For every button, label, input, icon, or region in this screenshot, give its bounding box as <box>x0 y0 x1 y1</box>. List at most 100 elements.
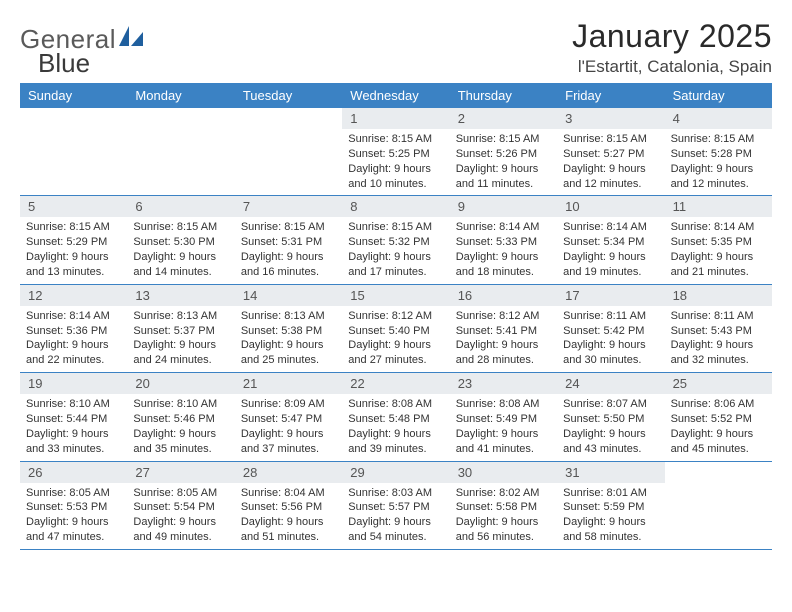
day-number: 30 <box>450 462 557 483</box>
day-cell: 31Sunrise: 8:01 AMSunset: 5:59 PMDayligh… <box>557 462 664 550</box>
daylight-text: Daylight: 9 hours and 10 minutes. <box>348 162 443 192</box>
sunset-text: Sunset: 5:37 PM <box>133 324 228 339</box>
day-number: 7 <box>235 196 342 217</box>
sunrise-text: Sunrise: 8:14 AM <box>26 309 121 324</box>
day-number: 27 <box>127 462 234 483</box>
daylight-text: Daylight: 9 hours and 14 minutes. <box>133 250 228 280</box>
sunset-text: Sunset: 5:25 PM <box>348 147 443 162</box>
day-header-saturday: Saturday <box>665 83 772 108</box>
day-number: 24 <box>557 373 664 394</box>
day-cell: 29 Sunrise: 8:03 AMSunset: 5:57 PMDayligh… <box>342 462 449 550</box>
day-number: 31 <box>557 462 664 483</box>
sunset-text: Sunset: 5:49 PM <box>456 412 551 427</box>
sunrise-text: Sunrise: 8:08 AM <box>456 397 551 412</box>
sunset-text: Sunset: 5:54 PM <box>133 500 228 515</box>
day-body: Sunrise: 8:09 AMSunset: 5:47 PMDaylight:… <box>235 394 342 460</box>
day-body: Sunrise: 8:14 AMSunset: 5:34 PMDaylight:… <box>557 217 664 283</box>
day-number: 11 <box>665 196 772 217</box>
day-number: 2 <box>450 108 557 129</box>
day-body: Sunrise: 8:11 AMSunset: 5:42 PMDaylight:… <box>557 306 664 372</box>
sunrise-text: Sunrise: 8:12 AM <box>456 309 551 324</box>
day-number: 9 <box>450 196 557 217</box>
sunrise-text: Sunrise: 8:15 AM <box>26 220 121 235</box>
day-number: 18 <box>665 285 772 306</box>
daylight-text: Daylight: 9 hours and 58 minutes. <box>563 515 658 545</box>
day-number: 15 <box>342 285 449 306</box>
sunset-text: Sunset: 5:28 PM <box>671 147 766 162</box>
sunset-text: Sunset: 5:43 PM <box>671 324 766 339</box>
day-body: Sunrise: 8:14 AMSunset: 5:35 PMDaylight:… <box>665 217 772 283</box>
day-cell: 11Sunrise: 8:14 AMSunset: 5:35 PMDayligh… <box>665 196 772 284</box>
day-cell: 9Sunrise: 8:14 AMSunset: 5:33 PMDaylight… <box>450 196 557 284</box>
day-body: Sunrise: 8:02 AMSunset: 5:58 PMDaylight:… <box>450 483 557 549</box>
sunset-text: Sunset: 5:30 PM <box>133 235 228 250</box>
day-header-thursday: Thursday <box>450 83 557 108</box>
day-body: Sunrise: 8:15 AMSunset: 5:28 PMDaylight:… <box>665 129 772 195</box>
sunset-text: Sunset: 5:35 PM <box>671 235 766 250</box>
day-number: 25 <box>665 373 772 394</box>
daylight-text: Daylight: 9 hours and 21 minutes. <box>671 250 766 280</box>
day-number: 13 <box>127 285 234 306</box>
daylight-text: Daylight: 9 hours and 56 minutes. <box>456 515 551 545</box>
sunrise-text: Sunrise: 8:15 AM <box>348 132 443 147</box>
sunrise-text: Sunrise: 8:03 AM <box>348 486 443 501</box>
month-title: January 2025 <box>572 18 772 55</box>
day-body: Sunrise: 8:14 AMSunset: 5:33 PMDaylight:… <box>450 217 557 283</box>
sunset-text: Sunset: 5:47 PM <box>241 412 336 427</box>
day-number: 6 <box>127 196 234 217</box>
day-number: 20 <box>127 373 234 394</box>
sunrise-text: Sunrise: 8:05 AM <box>26 486 121 501</box>
week-row: 26Sunrise: 8:05 AMSunset: 5:53 PMDayligh… <box>20 462 772 550</box>
sunset-text: Sunset: 5:27 PM <box>563 147 658 162</box>
daylight-text: Daylight: 9 hours and 54 minutes. <box>348 515 443 545</box>
sunset-text: Sunset: 5:58 PM <box>456 500 551 515</box>
day-number: 4 <box>665 108 772 129</box>
daylight-text: Daylight: 9 hours and 51 minutes. <box>241 515 336 545</box>
sunrise-text: Sunrise: 8:14 AM <box>456 220 551 235</box>
day-cell: 2Sunrise: 8:15 AMSunset: 5:26 PMDaylight… <box>450 108 557 196</box>
day-cell: 28Sunrise: 8:04 AMSunset: 5:56 PMDayligh… <box>235 462 342 550</box>
sunset-text: Sunset: 5:50 PM <box>563 412 658 427</box>
day-body: Sunrise: 8:15 AMSunset: 5:25 PMDaylight:… <box>342 129 449 195</box>
day-cell: 8Sunrise: 8:15 AMSunset: 5:32 PMDaylight… <box>342 196 449 284</box>
sunset-text: Sunset: 5:36 PM <box>26 324 121 339</box>
day-body: Sunrise: 8:15 AMSunset: 5:32 PMDaylight:… <box>342 217 449 283</box>
day-cell: 5Sunrise: 8:15 AMSunset: 5:29 PMDaylight… <box>20 196 127 284</box>
day-cell: 16Sunrise: 8:12 AMSunset: 5:41 PMDayligh… <box>450 285 557 373</box>
day-header-monday: Monday <box>127 83 234 108</box>
day-cell: 1Sunrise: 8:15 AMSunset: 5:25 PMDaylight… <box>342 108 449 196</box>
day-body <box>235 129 342 136</box>
title-block: January 2025 l'Estartit, Catalonia, Spai… <box>572 18 772 77</box>
day-cell: 25Sunrise: 8:06 AMSunset: 5:52 PMDayligh… <box>665 373 772 461</box>
sunset-text: Sunset: 5:40 PM <box>348 324 443 339</box>
day-body <box>665 483 772 490</box>
sunrise-text: Sunrise: 8:05 AM <box>133 486 228 501</box>
day-body: Sunrise: 8:14 AMSunset: 5:36 PMDaylight:… <box>20 306 127 372</box>
sunset-text: Sunset: 5:33 PM <box>456 235 551 250</box>
sunset-text: Sunset: 5:56 PM <box>241 500 336 515</box>
daylight-text: Daylight: 9 hours and 47 minutes. <box>26 515 121 545</box>
day-number: 22 <box>342 373 449 394</box>
sunset-text: Sunset: 5:57 PM <box>348 500 443 515</box>
day-body: Sunrise: 8:05 AMSunset: 5:53 PMDaylight:… <box>20 483 127 549</box>
sunrise-text: Sunrise: 8:15 AM <box>133 220 228 235</box>
sunset-text: Sunset: 5:34 PM <box>563 235 658 250</box>
day-header-tuesday: Tuesday <box>235 83 342 108</box>
location-subtitle: l'Estartit, Catalonia, Spain <box>572 57 772 77</box>
daylight-text: Daylight: 9 hours and 39 minutes. <box>348 427 443 457</box>
sunset-text: Sunset: 5:38 PM <box>241 324 336 339</box>
day-cell <box>20 108 127 196</box>
sunrise-text: Sunrise: 8:08 AM <box>348 397 443 412</box>
weeks-container: 1Sunrise: 8:15 AMSunset: 5:25 PMDaylight… <box>20 108 772 550</box>
day-body: Sunrise: 8:08 AMSunset: 5:49 PMDaylight:… <box>450 394 557 460</box>
day-number: 29 <box>342 462 449 483</box>
sunset-text: Sunset: 5:53 PM <box>26 500 121 515</box>
sunset-text: Sunset: 5:42 PM <box>563 324 658 339</box>
day-body: Sunrise: 8:01 AMSunset: 5:59 PMDaylight:… <box>557 483 664 549</box>
day-number: 19 <box>20 373 127 394</box>
logo-sail-icon <box>119 26 145 53</box>
week-row: 19Sunrise: 8:10 AMSunset: 5:44 PMDayligh… <box>20 373 772 461</box>
daylight-text: Daylight: 9 hours and 37 minutes. <box>241 427 336 457</box>
day-cell: 20Sunrise: 8:10 AMSunset: 5:46 PMDayligh… <box>127 373 234 461</box>
daylight-text: Daylight: 9 hours and 33 minutes. <box>26 427 121 457</box>
